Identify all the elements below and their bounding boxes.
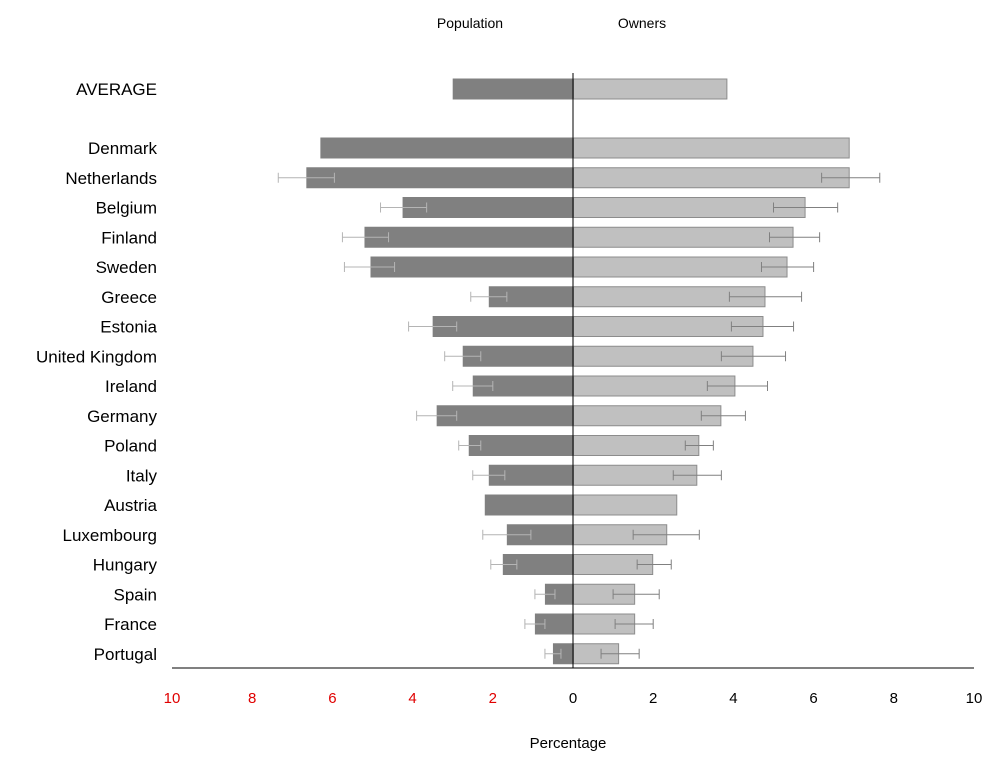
category-label-average: AVERAGE — [76, 80, 157, 99]
legend-owners: Owners — [618, 15, 666, 31]
bar-population-germany — [436, 405, 573, 427]
x-tick-label: 4 — [408, 690, 416, 707]
error-bars-layer — [277, 172, 881, 659]
bar-owners-denmark — [573, 137, 850, 159]
bar-population-italy — [488, 464, 573, 486]
bar-population-average — [452, 78, 573, 100]
category-label-greece: Greece — [101, 288, 157, 307]
category-label-austria: Austria — [104, 496, 157, 515]
x-tick-labels: 10 8 6 4 2 0 2 4 6 8 10 — [164, 690, 983, 707]
bar-owners-netherlands — [573, 167, 850, 189]
bar-owners-austria — [573, 494, 678, 516]
bar-owners-germany — [573, 405, 722, 427]
bar-owners-finland — [573, 226, 794, 248]
bar-population-ireland — [472, 375, 573, 397]
bar-population-poland — [468, 435, 573, 456]
category-label-sweden: Sweden — [96, 258, 157, 277]
bar-owners-average — [573, 78, 728, 100]
bar-population-hungary — [502, 554, 573, 575]
category-label-poland: Poland — [104, 437, 157, 456]
bar-owners-sweden — [573, 256, 788, 278]
category-label-netherlands: Netherlands — [65, 169, 157, 188]
category-label-spain: Spain — [114, 585, 157, 604]
bar-population-portugal — [552, 643, 573, 665]
x-tick-label: 10 — [966, 690, 983, 707]
bars-layer — [306, 78, 850, 665]
category-label-germany: Germany — [87, 407, 157, 426]
bar-population-united-kingdom — [462, 345, 573, 367]
legend-population: Population — [437, 15, 503, 31]
x-tick-label: 6 — [328, 690, 336, 707]
category-label-hungary: Hungary — [93, 556, 158, 575]
category-label-estonia: Estonia — [100, 318, 157, 337]
bar-population-netherlands — [306, 167, 573, 189]
category-label-ireland: Ireland — [105, 377, 157, 396]
category-label-united-kingdom: United Kingdom — [36, 347, 157, 366]
category-label-finland: Finland — [101, 228, 157, 247]
bar-population-belgium — [402, 197, 573, 218]
x-axis-title: Percentage — [530, 735, 607, 752]
bar-population-finland — [364, 226, 573, 248]
x-tick-label: 2 — [649, 690, 657, 707]
bar-population-france — [534, 613, 573, 635]
x-tick-label: 8 — [890, 690, 898, 707]
x-tick-label: 2 — [489, 690, 497, 707]
category-label-italy: Italy — [126, 466, 158, 485]
bar-population-austria — [484, 494, 573, 516]
x-tick-label: 8 — [248, 690, 256, 707]
x-tick-label: 4 — [729, 690, 737, 707]
category-label-france: France — [104, 615, 157, 634]
x-tick-label: 6 — [809, 690, 817, 707]
x-tick-label: 0 — [569, 690, 577, 707]
category-label-belgium: Belgium — [96, 199, 157, 218]
bar-population-estonia — [432, 316, 573, 337]
bar-owners-belgium — [573, 197, 806, 218]
category-labels: AVERAGE Denmark Netherlands Belgium Finland S… — [36, 80, 158, 664]
category-label-portugal: Portugal — [94, 645, 157, 664]
bar-population-sweden — [370, 256, 573, 278]
bar-population-denmark — [320, 137, 573, 159]
category-label-denmark: Denmark — [88, 139, 157, 158]
bar-owners-poland — [573, 435, 700, 456]
category-label-luxembourg: Luxembourg — [62, 526, 157, 545]
x-tick-label: 10 — [164, 690, 181, 707]
bar-population-luxembourg — [506, 524, 573, 546]
bar-population-spain — [544, 583, 573, 605]
bar-population-greece — [488, 286, 573, 308]
